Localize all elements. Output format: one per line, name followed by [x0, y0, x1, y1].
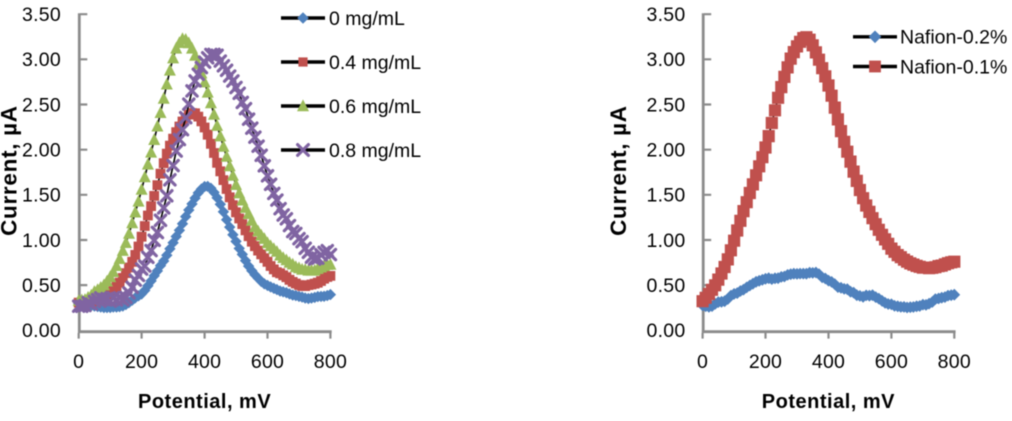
- svg-text:600: 600: [875, 351, 908, 373]
- svg-text:Potential, mV: Potential, mV: [762, 391, 895, 413]
- svg-text:2.00: 2.00: [22, 140, 61, 162]
- svg-text:3.00: 3.00: [22, 49, 61, 71]
- svg-text:1.00: 1.00: [647, 230, 686, 252]
- svg-text:3.00: 3.00: [647, 49, 686, 71]
- svg-text:0.00: 0.00: [647, 320, 686, 342]
- svg-text:0: 0: [697, 351, 708, 373]
- svg-text:2.00: 2.00: [647, 140, 686, 162]
- svg-text:0.50: 0.50: [647, 275, 686, 297]
- svg-text:1.00: 1.00: [22, 230, 61, 252]
- svg-text:Current, µA: Current, µA: [606, 105, 631, 236]
- svg-text:400: 400: [812, 351, 845, 373]
- svg-text:Nafion-0.1%: Nafion-0.1%: [900, 56, 1007, 78]
- svg-text:3.50: 3.50: [22, 4, 61, 26]
- svg-text:0.6 mg/mL: 0.6 mg/mL: [329, 96, 421, 118]
- svg-text:2.50: 2.50: [647, 94, 686, 116]
- svg-text:400: 400: [188, 351, 221, 373]
- svg-text:200: 200: [749, 351, 782, 373]
- svg-text:Current, µA: Current, µA: [0, 105, 21, 236]
- svg-text:600: 600: [251, 351, 284, 373]
- svg-text:200: 200: [125, 351, 158, 373]
- svg-text:3.50: 3.50: [647, 4, 686, 26]
- svg-text:0.00: 0.00: [22, 320, 61, 342]
- svg-text:2.50: 2.50: [22, 94, 61, 116]
- svg-text:0.8 mg/mL: 0.8 mg/mL: [329, 140, 421, 162]
- svg-text:1.50: 1.50: [647, 185, 686, 207]
- svg-text:800: 800: [314, 351, 347, 373]
- svg-text:800: 800: [938, 351, 971, 373]
- svg-text:0.4 mg/mL: 0.4 mg/mL: [329, 52, 421, 74]
- svg-text:0 mg/mL: 0 mg/mL: [329, 8, 405, 30]
- svg-text:1.50: 1.50: [22, 185, 61, 207]
- svg-text:0: 0: [73, 351, 84, 373]
- svg-text:0.50: 0.50: [22, 275, 61, 297]
- svg-text:Nafion-0.2%: Nafion-0.2%: [900, 27, 1007, 49]
- svg-text:Potential, mV: Potential, mV: [138, 391, 271, 413]
